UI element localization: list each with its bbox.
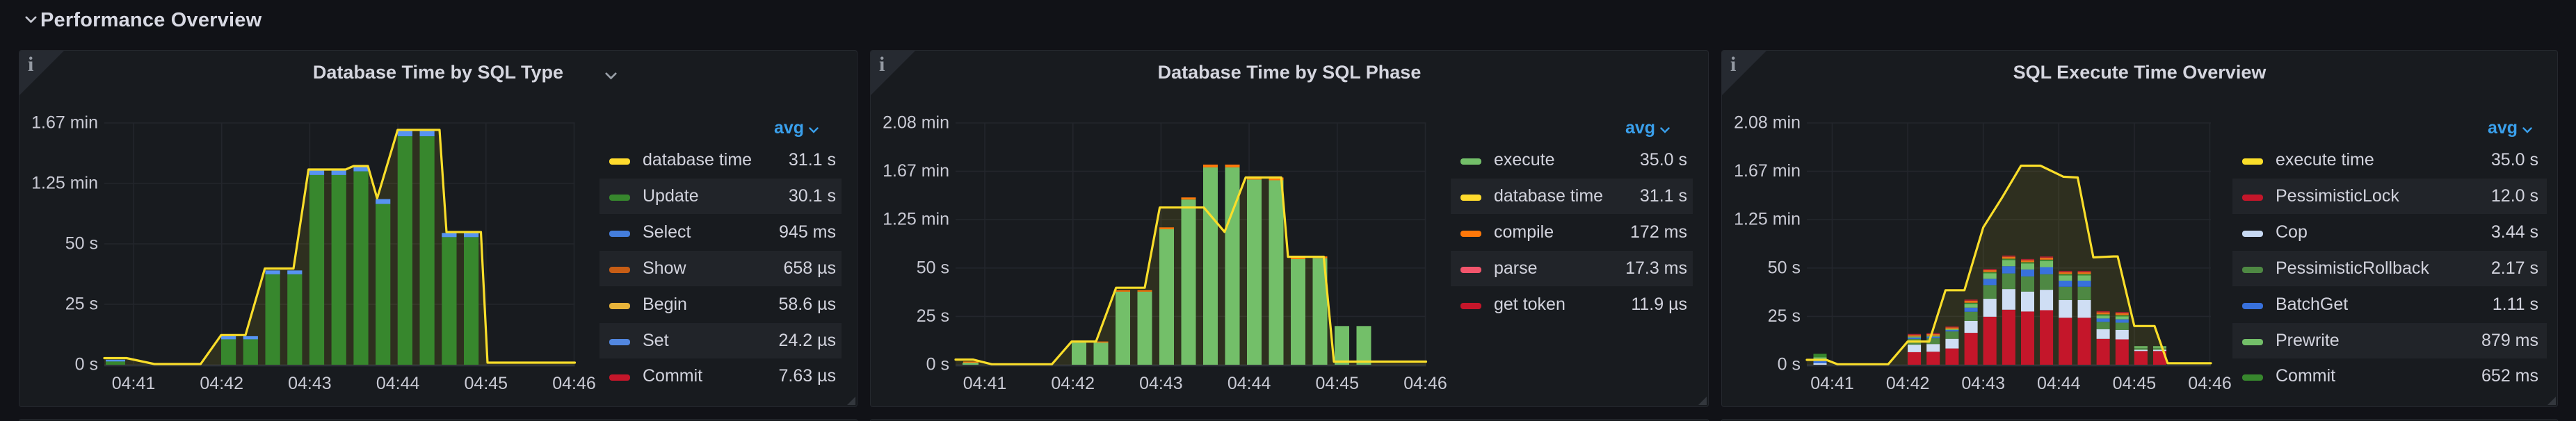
svg-text:25 s: 25 s	[917, 306, 949, 326]
svg-text:04:45: 04:45	[465, 374, 508, 393]
svg-text:50 s: 50 s	[1768, 258, 1801, 277]
svg-text:25 s: 25 s	[65, 295, 98, 314]
svg-text:04:43: 04:43	[1139, 374, 1183, 393]
svg-text:1.67 min: 1.67 min	[1734, 161, 1801, 181]
svg-text:04:44: 04:44	[2037, 374, 2081, 393]
svg-text:04:42: 04:42	[200, 374, 243, 393]
svg-text:0 s: 0 s	[1778, 355, 1801, 374]
svg-text:1.67 min: 1.67 min	[883, 161, 949, 181]
svg-text:04:43: 04:43	[1961, 374, 2005, 393]
svg-text:1.25 min: 1.25 min	[31, 174, 98, 193]
svg-text:04:41: 04:41	[112, 374, 156, 393]
svg-text:04:46: 04:46	[552, 374, 596, 393]
svg-text:04:45: 04:45	[1316, 374, 1360, 393]
svg-text:1.25 min: 1.25 min	[883, 210, 949, 229]
svg-text:0 s: 0 s	[926, 355, 949, 374]
svg-text:04:46: 04:46	[2188, 374, 2232, 393]
svg-text:04:44: 04:44	[1227, 374, 1271, 393]
svg-text:04:41: 04:41	[963, 374, 1007, 393]
svg-text:1.25 min: 1.25 min	[1734, 210, 1801, 229]
svg-text:04:45: 04:45	[2113, 374, 2157, 393]
svg-text:50 s: 50 s	[65, 234, 98, 254]
svg-text:04:42: 04:42	[1051, 374, 1095, 393]
svg-text:1.67 min: 1.67 min	[31, 113, 98, 133]
svg-text:04:43: 04:43	[288, 374, 332, 393]
svg-text:04:44: 04:44	[376, 374, 420, 393]
svg-text:04:42: 04:42	[1886, 374, 1930, 393]
svg-text:25 s: 25 s	[1768, 306, 1801, 326]
svg-text:50 s: 50 s	[917, 258, 949, 277]
svg-text:0 s: 0 s	[75, 355, 98, 374]
svg-text:2.08 min: 2.08 min	[883, 113, 949, 133]
svg-text:2.08 min: 2.08 min	[1734, 113, 1801, 133]
svg-text:04:46: 04:46	[1403, 374, 1447, 393]
svg-text:04:41: 04:41	[1810, 374, 1854, 393]
